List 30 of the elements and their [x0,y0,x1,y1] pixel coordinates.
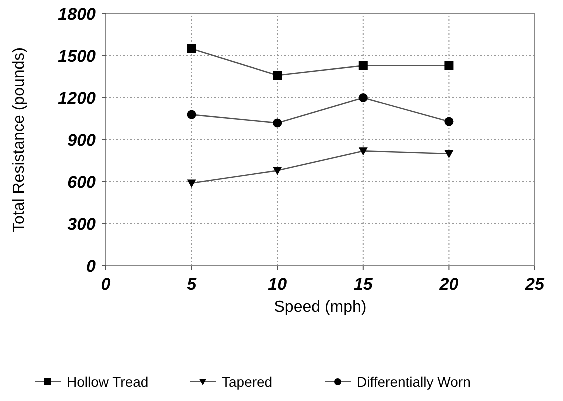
legend-label: Differentially Worn [357,374,471,390]
legend-label: Hollow Tread [67,374,149,390]
x-axis-title: Speed (mph) [274,299,367,316]
x-tick-label: 15 [354,275,374,294]
x-tick-label: 5 [187,275,198,294]
y-tick-label: 900 [68,130,97,150]
point [187,110,196,120]
point [444,61,454,70]
point [273,167,282,176]
point [273,71,282,80]
x-tick-label: 20 [438,275,460,294]
point [358,148,368,156]
y-tick-label: 1800 [58,4,97,24]
x-tick-label: 25 [524,275,545,294]
legend-label: Tapered [222,374,273,390]
y-tick-label: 600 [68,172,97,192]
x-tick-label: 10 [268,275,288,294]
point [187,180,196,188]
point [273,118,282,128]
point [358,94,368,102]
y-tick-label: 300 [68,214,97,234]
y-tick-label: 1200 [58,88,97,108]
point [444,117,454,126]
point [358,61,368,70]
point [187,44,196,54]
point [444,150,454,158]
x-tick-label: 0 [101,275,112,294]
y-axis-title: Total Resistance (pounds) [11,48,28,232]
y-tick-label: 1500 [58,46,97,66]
y-tick-label: 0 [86,256,97,276]
